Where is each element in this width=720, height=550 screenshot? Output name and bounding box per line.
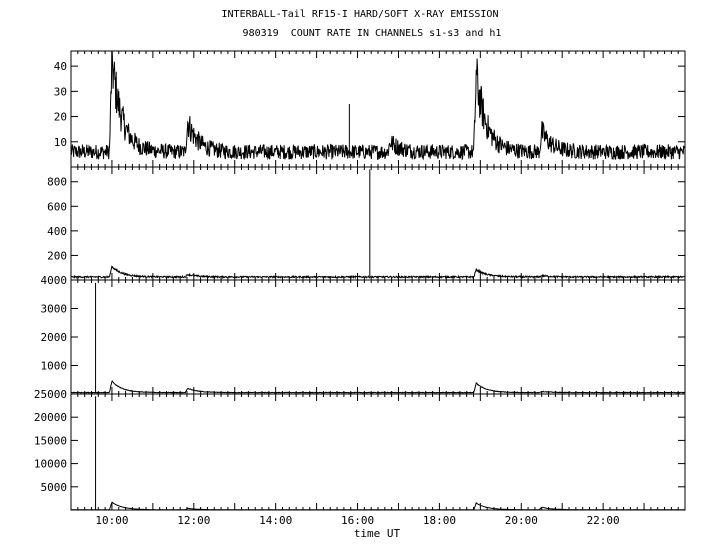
- panel-4: 5000 10000 15000 20000 25000 10:00 12:00 14:00 1…: [34, 388, 686, 527]
- y-tick-label: 3000: [41, 303, 68, 316]
- series-line: [70, 50, 686, 161]
- x-tick-label: 16:00: [341, 514, 374, 527]
- y-tick-label: 2000: [41, 331, 68, 344]
- y-tick-label: 1000: [41, 360, 68, 373]
- chart-title: INTERBALL-Tail RF15-I HARD/SOFT X-RAY EM…: [221, 9, 499, 20]
- y-tick-label: 200: [47, 249, 67, 262]
- y-tick-label: 15000: [34, 434, 67, 447]
- y-tick-label: 10000: [34, 458, 67, 471]
- y-tick-label: 40: [54, 60, 67, 73]
- panel-frame: [70, 393, 686, 511]
- y-tick-label: 20000: [34, 411, 67, 424]
- y-tick-label: 30: [54, 85, 67, 98]
- panel-frame: [70, 166, 686, 281]
- x-tick-label: 10:00: [95, 514, 128, 527]
- y-tick-label: 800: [47, 176, 67, 189]
- panel-3: 1000 2000 3000 4000: [41, 274, 686, 395]
- series-line: [71, 380, 686, 394]
- series-line: [70, 501, 685, 511]
- x-tick-label: 12:00: [177, 514, 210, 527]
- y-tick-label: 25000: [34, 388, 67, 401]
- series-line: [70, 265, 686, 280]
- x-tick-label: 22:00: [587, 514, 620, 527]
- x-tick-label: 18:00: [423, 514, 456, 527]
- y-tick-label: 4000: [41, 274, 68, 287]
- x-axis-label: time UT: [354, 527, 401, 540]
- y-tick-label: 20: [54, 111, 67, 124]
- panel-2: 200 400 600 800: [47, 166, 686, 281]
- panel-frame: [70, 279, 686, 395]
- y-tick-label: 10: [54, 136, 67, 149]
- y-tick-label: 400: [47, 225, 67, 238]
- y-tick-label: 5000: [41, 481, 68, 494]
- y-tick-label: 600: [47, 200, 67, 213]
- x-tick-label: 20:00: [505, 514, 538, 527]
- x-tick-label: 14:00: [259, 514, 292, 527]
- chart-subtitle: 980319 COUNT RATE IN CHANNELS s1-s3 and …: [242, 28, 502, 39]
- panel-1: 10 20 30 40: [54, 50, 686, 168]
